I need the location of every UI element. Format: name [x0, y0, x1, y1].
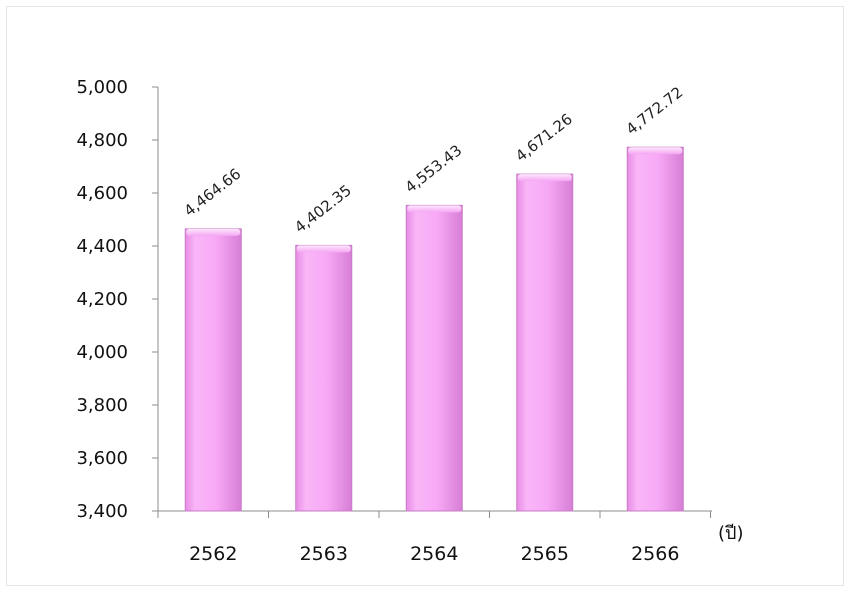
bar-cap — [407, 205, 462, 213]
bar — [184, 228, 242, 512]
bar-cap — [296, 245, 351, 253]
bar — [405, 204, 463, 512]
y-tick-label: 4,400 — [76, 236, 128, 257]
y-axis: 3,400 3,600 3,800 4,000 4,200 4,400 4,600 4,800… — [76, 77, 159, 522]
x-tick-label: 2565 — [521, 543, 569, 565]
data-label: 4,402.35 — [291, 181, 355, 236]
y-tick-label: 4,800 — [76, 130, 128, 151]
y-tick-label: 3,800 — [76, 395, 128, 416]
x-tick-label: 2564 — [410, 543, 458, 565]
x-unit-label: (ปี) — [718, 523, 743, 544]
bar-cap — [186, 228, 241, 236]
bar-2566 — [626, 146, 684, 512]
bars — [184, 146, 684, 512]
bar-cap — [628, 147, 683, 155]
bar-2565 — [516, 173, 574, 512]
bar-2562 — [184, 228, 242, 512]
y-tick-label: 5,000 — [76, 77, 128, 98]
y-tick-label: 4,600 — [76, 183, 128, 204]
data-label: 4,671.26 — [512, 110, 576, 165]
bar — [516, 173, 574, 512]
chart-frame — [6, 6, 844, 586]
bar — [295, 244, 353, 512]
x-tick-label: 2562 — [189, 543, 237, 565]
bar-cap — [517, 174, 572, 182]
bar — [626, 146, 684, 512]
bar-2563 — [295, 244, 353, 512]
x-tick-label: 2563 — [300, 543, 348, 565]
y-tick-label: 3,600 — [76, 448, 128, 469]
data-label: 4,772.72 — [623, 83, 687, 138]
y-tick-label: 4,000 — [76, 342, 128, 363]
x-axis: 2562 2563 2564 2565 2566 — [157, 510, 712, 565]
bar-2564 — [405, 204, 463, 512]
y-tick-label: 4,200 — [76, 289, 128, 310]
x-tick-label: 2566 — [631, 543, 679, 565]
data-label: 4,553.43 — [402, 141, 466, 196]
y-tick-label: 3,400 — [76, 501, 128, 522]
data-label: 4,464.66 — [181, 165, 245, 220]
